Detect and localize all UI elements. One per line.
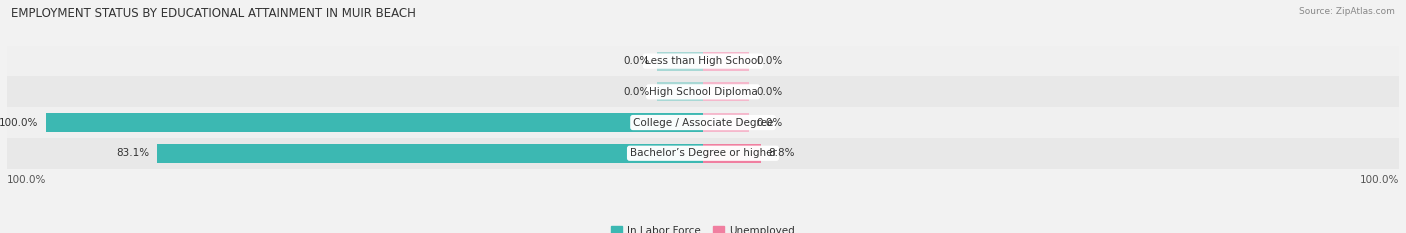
Text: 0.0%: 0.0% <box>623 56 650 66</box>
Text: 0.0%: 0.0% <box>756 87 783 97</box>
Bar <box>703 113 749 132</box>
Text: EMPLOYMENT STATUS BY EDUCATIONAL ATTAINMENT IN MUIR BEACH: EMPLOYMENT STATUS BY EDUCATIONAL ATTAINM… <box>11 7 416 20</box>
Bar <box>703 144 761 163</box>
Bar <box>703 82 749 101</box>
Bar <box>7 46 1399 76</box>
Bar <box>703 51 749 71</box>
Bar <box>657 82 703 101</box>
Bar <box>7 107 1399 138</box>
Text: College / Associate Degree: College / Associate Degree <box>633 117 773 127</box>
Text: 100.0%: 100.0% <box>1360 175 1399 185</box>
Text: Less than High School: Less than High School <box>645 56 761 66</box>
Bar <box>7 76 1399 107</box>
Text: 100.0%: 100.0% <box>0 117 38 127</box>
Text: 100.0%: 100.0% <box>7 175 46 185</box>
Bar <box>657 51 703 71</box>
Text: 0.0%: 0.0% <box>756 56 783 66</box>
Bar <box>157 144 703 163</box>
Text: High School Diploma: High School Diploma <box>648 87 758 97</box>
Legend: In Labor Force, Unemployed: In Labor Force, Unemployed <box>607 222 799 233</box>
Text: 0.0%: 0.0% <box>756 117 783 127</box>
Bar <box>7 138 1399 169</box>
Text: Bachelor’s Degree or higher: Bachelor’s Degree or higher <box>630 148 776 158</box>
Text: 83.1%: 83.1% <box>117 148 149 158</box>
Text: 8.8%: 8.8% <box>769 148 796 158</box>
Text: 0.0%: 0.0% <box>623 87 650 97</box>
Text: Source: ZipAtlas.com: Source: ZipAtlas.com <box>1299 7 1395 16</box>
Bar <box>46 113 703 132</box>
